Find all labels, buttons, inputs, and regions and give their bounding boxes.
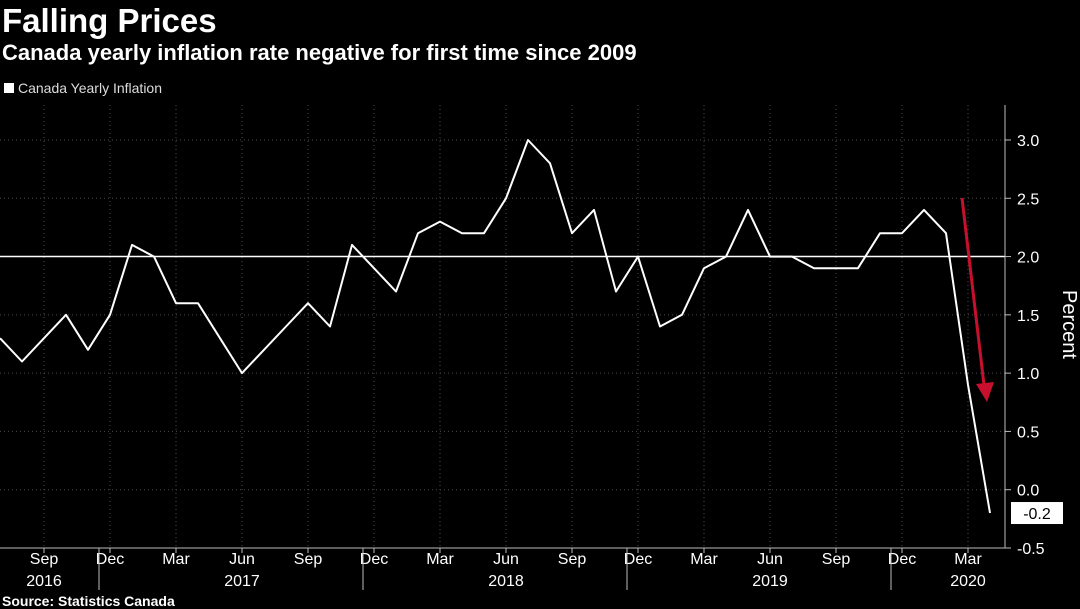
x-tick-label: Dec: [888, 551, 916, 568]
x-year-label: 2018: [488, 573, 524, 590]
x-tick-label: Mar: [954, 551, 982, 568]
chart-title: Falling Prices: [2, 2, 217, 39]
x-tick-label: Dec: [624, 551, 652, 568]
legend: Canada Yearly Inflation: [4, 80, 162, 96]
x-year-label: 2019: [752, 573, 788, 590]
x-tick-label: Sep: [294, 551, 323, 568]
legend-swatch: [4, 83, 14, 93]
annotation-arrow-head: [976, 382, 994, 402]
x-tick-label: Dec: [96, 551, 124, 568]
y-tick-label: 0.5: [1017, 424, 1039, 441]
x-year-label: 2017: [224, 573, 260, 590]
x-tick-label: Jun: [493, 551, 519, 568]
y-tick-label: 1.5: [1017, 308, 1039, 325]
y-tick-label: 2.5: [1017, 191, 1039, 208]
chart-subtitle: Canada yearly inflation rate negative fo…: [2, 40, 637, 65]
source-note: Source: Statistics Canada: [2, 593, 175, 609]
x-tick-label: Mar: [690, 551, 718, 568]
annotation-arrow-shaft: [960, 197, 986, 386]
y-tick-label: -0.5: [1017, 541, 1045, 558]
last-value-box: [1011, 502, 1063, 525]
x-tick-label: Jun: [229, 551, 255, 568]
x-tick-label: Sep: [822, 551, 851, 568]
x-tick-label: Mar: [162, 551, 190, 568]
x-tick-label: Sep: [558, 551, 587, 568]
legend-label: Canada Yearly Inflation: [18, 80, 162, 96]
x-tick-label: Jun: [757, 551, 783, 568]
x-tick-label: Sep: [30, 551, 59, 568]
x-year-label: 2016: [26, 573, 62, 590]
y-tick-label: 3.0: [1017, 133, 1039, 150]
y-axis-label: Percent: [1058, 290, 1080, 359]
x-tick-label: Dec: [360, 551, 388, 568]
x-tick-label: Mar: [426, 551, 454, 568]
x-year-label: 2020: [950, 573, 986, 590]
y-tick-label: 1.0: [1017, 366, 1039, 383]
y-tick-label: 2.0: [1017, 250, 1039, 267]
y-tick-label: 0.0: [1017, 483, 1039, 500]
last-value-label: -0.2: [1023, 506, 1051, 523]
series-line: [0, 139, 991, 514]
